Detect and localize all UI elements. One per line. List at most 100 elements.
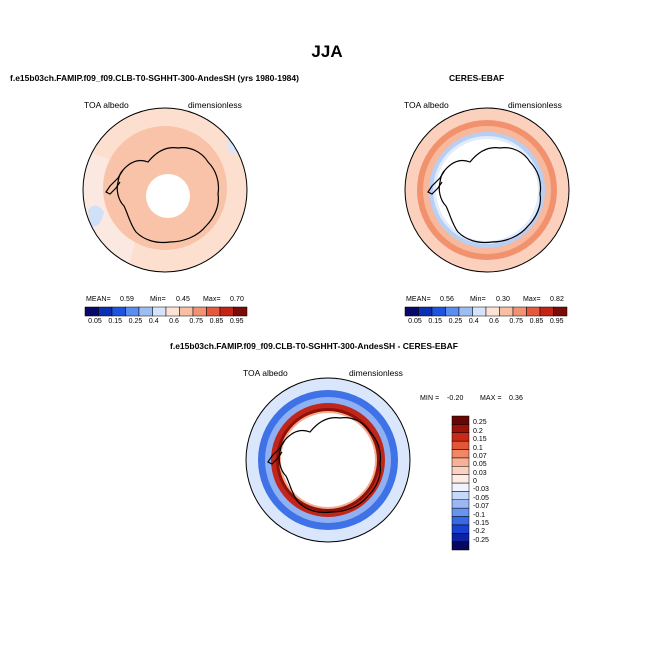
colorbar-box xyxy=(152,306,167,317)
colorbar-tick-label: -0.2 xyxy=(473,528,486,536)
colorbar-tick-label: 0.95 xyxy=(549,318,564,325)
colorbar-box xyxy=(451,424,470,433)
colorbar-box xyxy=(404,306,419,317)
model-panel-title: f.e15b03ch.FAMIP.f09_f09.CLB-T0-SGHHT-30… xyxy=(10,73,299,83)
colorbar-tick-label: 0.4 xyxy=(148,318,159,325)
colorbar-box xyxy=(451,415,470,425)
obs-max-label: Max= xyxy=(523,296,541,303)
colorbar-box xyxy=(233,306,248,317)
diff-min-label: MIN = xyxy=(420,395,440,402)
colorbar-tick-label: 0.95 xyxy=(229,318,244,325)
colorbar-box xyxy=(458,306,473,317)
season-title: JJA xyxy=(311,42,343,61)
diff-inner-field xyxy=(281,413,375,507)
model-map-border xyxy=(82,107,248,273)
colorbar-tick-label: 0.4 xyxy=(468,318,479,325)
colorbar-box xyxy=(192,306,207,317)
colorbar-tick-label: 0.25 xyxy=(473,419,487,427)
colorbar-box xyxy=(111,306,126,317)
colorbar-tick-label: 0.1 xyxy=(473,444,483,452)
colorbar-tick-label: 0.05 xyxy=(473,461,487,469)
colorbar-box xyxy=(179,306,194,317)
obs-inner-field xyxy=(436,139,538,241)
colorbar-tick-label: 0.05 xyxy=(88,318,102,325)
diff-panel-title: f.e15b03ch.FAMIP.f09_f09.CLB-T0-SGHHT-30… xyxy=(170,341,458,351)
obs-units-label: dimensionless xyxy=(508,100,562,110)
colorbar-tick-label: -0.25 xyxy=(473,536,489,544)
obs-map xyxy=(405,108,569,272)
model-pole-hole xyxy=(146,174,190,218)
model-colorbar xyxy=(84,306,248,317)
model-units-label: dimensionless xyxy=(188,100,242,110)
model-min-value: 0.45 xyxy=(176,296,191,303)
colorbar-tick-label: -0.1 xyxy=(473,511,486,519)
model-mean-label: MEAN= xyxy=(86,296,111,303)
colorbar-tick-label: 0.07 xyxy=(473,452,487,460)
colorbar-tick-label: 0 xyxy=(473,478,477,485)
colorbar-box xyxy=(451,499,470,509)
colorbar-box xyxy=(451,440,470,450)
colorbar-tick-label: -0.07 xyxy=(473,503,489,511)
obs-variable-label: TOA albedo xyxy=(404,100,449,110)
colorbar-box xyxy=(206,306,221,317)
colorbar-tick-label: 0.2 xyxy=(473,427,483,435)
obs-max-value: 0.82 xyxy=(550,296,565,303)
colorbar-tick-label: 0.15 xyxy=(428,318,442,325)
model-max-value: 0.70 xyxy=(230,296,245,303)
model-mean-value: 0.59 xyxy=(120,296,135,303)
diff-map-border xyxy=(245,377,411,543)
colorbar-tick-label: 0.03 xyxy=(473,469,487,477)
colorbar-box xyxy=(451,507,470,517)
colorbar-tick-label: 0.75 xyxy=(189,318,203,325)
model-min-label: Min= xyxy=(150,296,166,303)
colorbar-box xyxy=(451,466,470,475)
diff-map xyxy=(246,378,410,542)
colorbar-box xyxy=(138,306,153,317)
colorbar-tick-label: 0.6 xyxy=(169,318,179,325)
colorbar-box xyxy=(451,457,470,467)
colorbar-box xyxy=(451,449,470,459)
colorbar-box xyxy=(451,516,470,526)
colorbar-box xyxy=(98,306,113,317)
model-variable-label: TOA albedo xyxy=(84,100,129,110)
colorbar-tick-label: 0.85 xyxy=(529,318,544,325)
obs-colorbar xyxy=(404,306,568,317)
diff-max-label: MAX = xyxy=(480,395,502,402)
colorbar-tick-label: 0.85 xyxy=(209,318,224,325)
colorbar-box xyxy=(485,306,500,317)
obs-mean-value: 0.56 xyxy=(440,296,455,303)
model-blue-patch-1 xyxy=(88,205,104,227)
obs-panel-title: CERES-EBAF xyxy=(449,73,505,83)
colorbar-box xyxy=(451,524,470,534)
diff-max-value: 0.36 xyxy=(509,395,524,402)
colorbar-box xyxy=(84,306,99,317)
colorbar-box xyxy=(451,482,470,492)
colorbar-box xyxy=(512,306,527,317)
colorbar-box xyxy=(472,306,487,317)
colorbar-tick-label: 0.15 xyxy=(473,436,487,444)
diff-colorbar xyxy=(451,415,470,551)
colorbar-tick-label: 0.75 xyxy=(509,318,523,325)
model-max-label: Max= xyxy=(203,296,221,303)
diff-variable-label: TOA albedo xyxy=(243,368,288,378)
obs-min-label: Min= xyxy=(470,296,486,303)
colorbar-box xyxy=(451,541,470,551)
colorbar-tick-label: 0.25 xyxy=(448,318,463,325)
colorbar-box xyxy=(445,306,460,317)
colorbar-box xyxy=(499,306,514,317)
colorbar-tick-label: 0.15 xyxy=(108,318,122,325)
colorbar-box xyxy=(418,306,433,317)
colorbar-box xyxy=(451,533,470,542)
colorbar-box xyxy=(451,432,470,442)
colorbar-box xyxy=(431,306,446,317)
model-map xyxy=(83,108,247,272)
colorbar-tick-label: -0.15 xyxy=(473,519,489,527)
colorbar-box xyxy=(553,306,568,317)
colorbar-box xyxy=(219,306,234,317)
diff-min-value: -0.20 xyxy=(447,395,464,402)
colorbar-box xyxy=(165,306,180,317)
obs-map-border xyxy=(404,107,570,273)
colorbar-tick-label: 0.25 xyxy=(128,318,143,325)
colorbar-tick-label: 0.05 xyxy=(408,318,422,325)
colorbar-box xyxy=(451,491,470,500)
